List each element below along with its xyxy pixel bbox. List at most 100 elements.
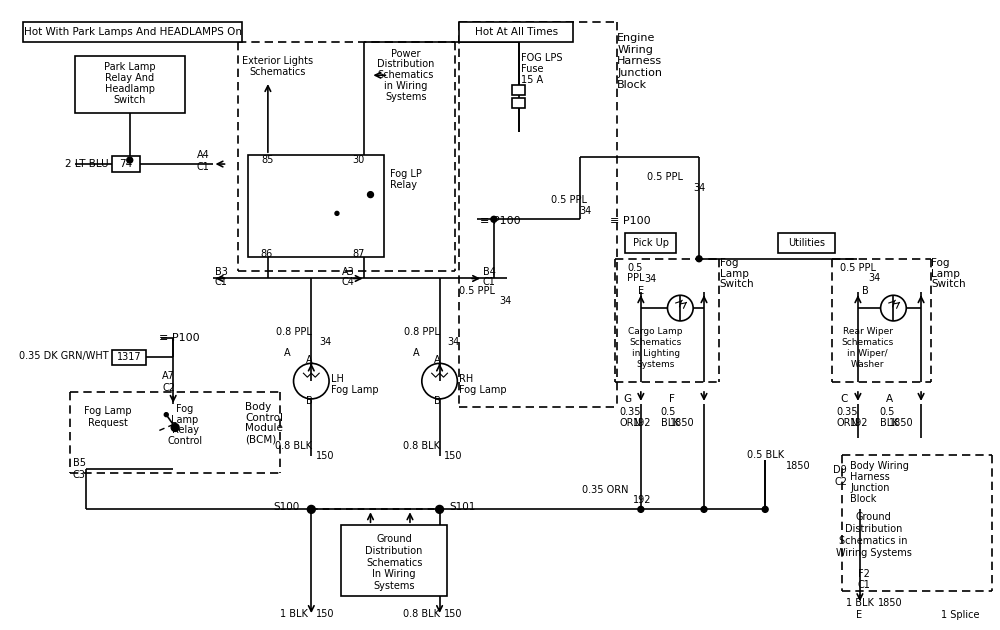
Text: 0.8 BLK: 0.8 BLK: [403, 609, 440, 619]
Text: Fuse: Fuse: [521, 64, 544, 74]
Text: C3: C3: [73, 470, 85, 480]
Text: 0.5: 0.5: [627, 263, 642, 273]
Text: 1850: 1850: [786, 461, 811, 471]
Bar: [341, 525, 447, 596]
Text: Rear Wiper: Rear Wiper: [843, 327, 893, 336]
Text: Cargo Lamp: Cargo Lamp: [628, 327, 683, 336]
Text: C1: C1: [858, 580, 871, 590]
Text: 0.8 BLK: 0.8 BLK: [403, 441, 440, 451]
Bar: [112, 156, 140, 172]
Text: 0.5 PPL: 0.5 PPL: [551, 195, 587, 205]
Bar: [23, 22, 242, 42]
Circle shape: [701, 507, 707, 512]
Circle shape: [638, 507, 644, 512]
Text: Ground: Ground: [856, 512, 892, 522]
Text: 1 Splice: 1 Splice: [941, 610, 979, 620]
Text: ≡ P100: ≡ P100: [480, 216, 521, 226]
Text: Systems: Systems: [636, 360, 675, 369]
Text: 0.35 DK GRN/WHT: 0.35 DK GRN/WHT: [19, 352, 109, 362]
Text: B5: B5: [73, 458, 86, 468]
Text: S100: S100: [273, 502, 299, 512]
Bar: [512, 98, 525, 108]
Text: B: B: [306, 396, 313, 406]
Text: 0.8 PPL: 0.8 PPL: [404, 327, 440, 337]
Circle shape: [368, 192, 373, 198]
Text: Lamp: Lamp: [720, 268, 749, 278]
Text: Switch: Switch: [931, 280, 966, 289]
Text: Fog: Fog: [176, 404, 194, 414]
Circle shape: [171, 423, 179, 432]
Text: C1: C1: [215, 277, 227, 287]
Text: Junction: Junction: [617, 68, 662, 78]
Circle shape: [307, 505, 315, 513]
Text: A7: A7: [162, 371, 175, 381]
Text: Park Lamp: Park Lamp: [104, 62, 156, 72]
Text: 1850: 1850: [670, 418, 695, 428]
Text: A: A: [306, 355, 313, 365]
Text: Pick Up: Pick Up: [633, 238, 669, 248]
Text: 0.5 PPL: 0.5 PPL: [647, 172, 683, 182]
Text: Schematics: Schematics: [378, 70, 434, 80]
Circle shape: [335, 212, 339, 215]
Text: Washer: Washer: [851, 360, 885, 369]
Text: Fog Lamp: Fog Lamp: [459, 385, 507, 395]
Text: Schematics: Schematics: [366, 558, 422, 568]
Bar: [778, 233, 835, 253]
Text: B4: B4: [483, 266, 496, 277]
Text: C4: C4: [342, 277, 355, 287]
Text: 192: 192: [850, 418, 868, 428]
Text: Relay And: Relay And: [105, 73, 154, 83]
Text: 0.5 PPL: 0.5 PPL: [459, 286, 495, 296]
Text: Fog: Fog: [931, 258, 949, 268]
Text: 34: 34: [579, 207, 592, 216]
Bar: [248, 155, 384, 257]
Text: 1850: 1850: [889, 418, 914, 428]
Text: Lamp: Lamp: [931, 268, 960, 278]
Text: Fog Lamp: Fog Lamp: [331, 385, 379, 395]
Text: 30: 30: [353, 155, 365, 165]
Text: Systems: Systems: [373, 581, 415, 592]
Text: 0.5 BLK: 0.5 BLK: [747, 450, 784, 460]
Text: LH: LH: [331, 374, 344, 384]
Text: Schematics: Schematics: [630, 338, 682, 347]
Bar: [75, 55, 185, 113]
Text: Fog: Fog: [720, 258, 738, 268]
Text: G: G: [623, 394, 631, 404]
Text: 34: 34: [645, 275, 657, 285]
Text: C1: C1: [197, 162, 210, 172]
Text: Wiring: Wiring: [617, 45, 653, 55]
Text: A: A: [434, 355, 441, 365]
Circle shape: [762, 507, 768, 512]
Text: Schematics in: Schematics in: [839, 536, 908, 546]
Text: 1850: 1850: [878, 598, 903, 608]
Text: 150: 150: [316, 451, 334, 461]
Text: 74: 74: [119, 159, 132, 169]
Text: Junction: Junction: [850, 483, 890, 493]
Text: Hot With Park Lamps And HEADLAMPS On: Hot With Park Lamps And HEADLAMPS On: [24, 27, 242, 37]
Text: Switch: Switch: [720, 280, 754, 289]
Text: ORN: ORN: [836, 418, 858, 428]
Text: Relay: Relay: [390, 180, 417, 190]
Text: RH: RH: [459, 374, 474, 384]
Text: 150: 150: [316, 609, 334, 619]
Text: 192: 192: [633, 418, 651, 428]
Text: Distribution: Distribution: [365, 546, 423, 556]
Text: C: C: [840, 394, 848, 404]
Text: BLK: BLK: [661, 418, 679, 428]
Text: Switch: Switch: [114, 95, 146, 105]
Text: Control: Control: [167, 437, 203, 446]
Text: Harness: Harness: [850, 472, 890, 482]
Text: (BCM): (BCM): [245, 434, 276, 444]
Text: Control: Control: [245, 413, 283, 423]
Text: Headlamp: Headlamp: [105, 84, 155, 94]
Text: A: A: [284, 348, 291, 358]
Text: 0.5: 0.5: [661, 407, 676, 416]
Text: E: E: [856, 610, 862, 620]
Text: 34: 34: [693, 183, 705, 193]
Text: Power: Power: [391, 49, 421, 59]
Text: Distribution: Distribution: [845, 524, 902, 534]
Text: D9: D9: [833, 465, 847, 475]
Text: Exterior Lights: Exterior Lights: [242, 57, 313, 66]
Text: Harness: Harness: [617, 57, 662, 66]
Text: 0.35: 0.35: [619, 407, 641, 416]
